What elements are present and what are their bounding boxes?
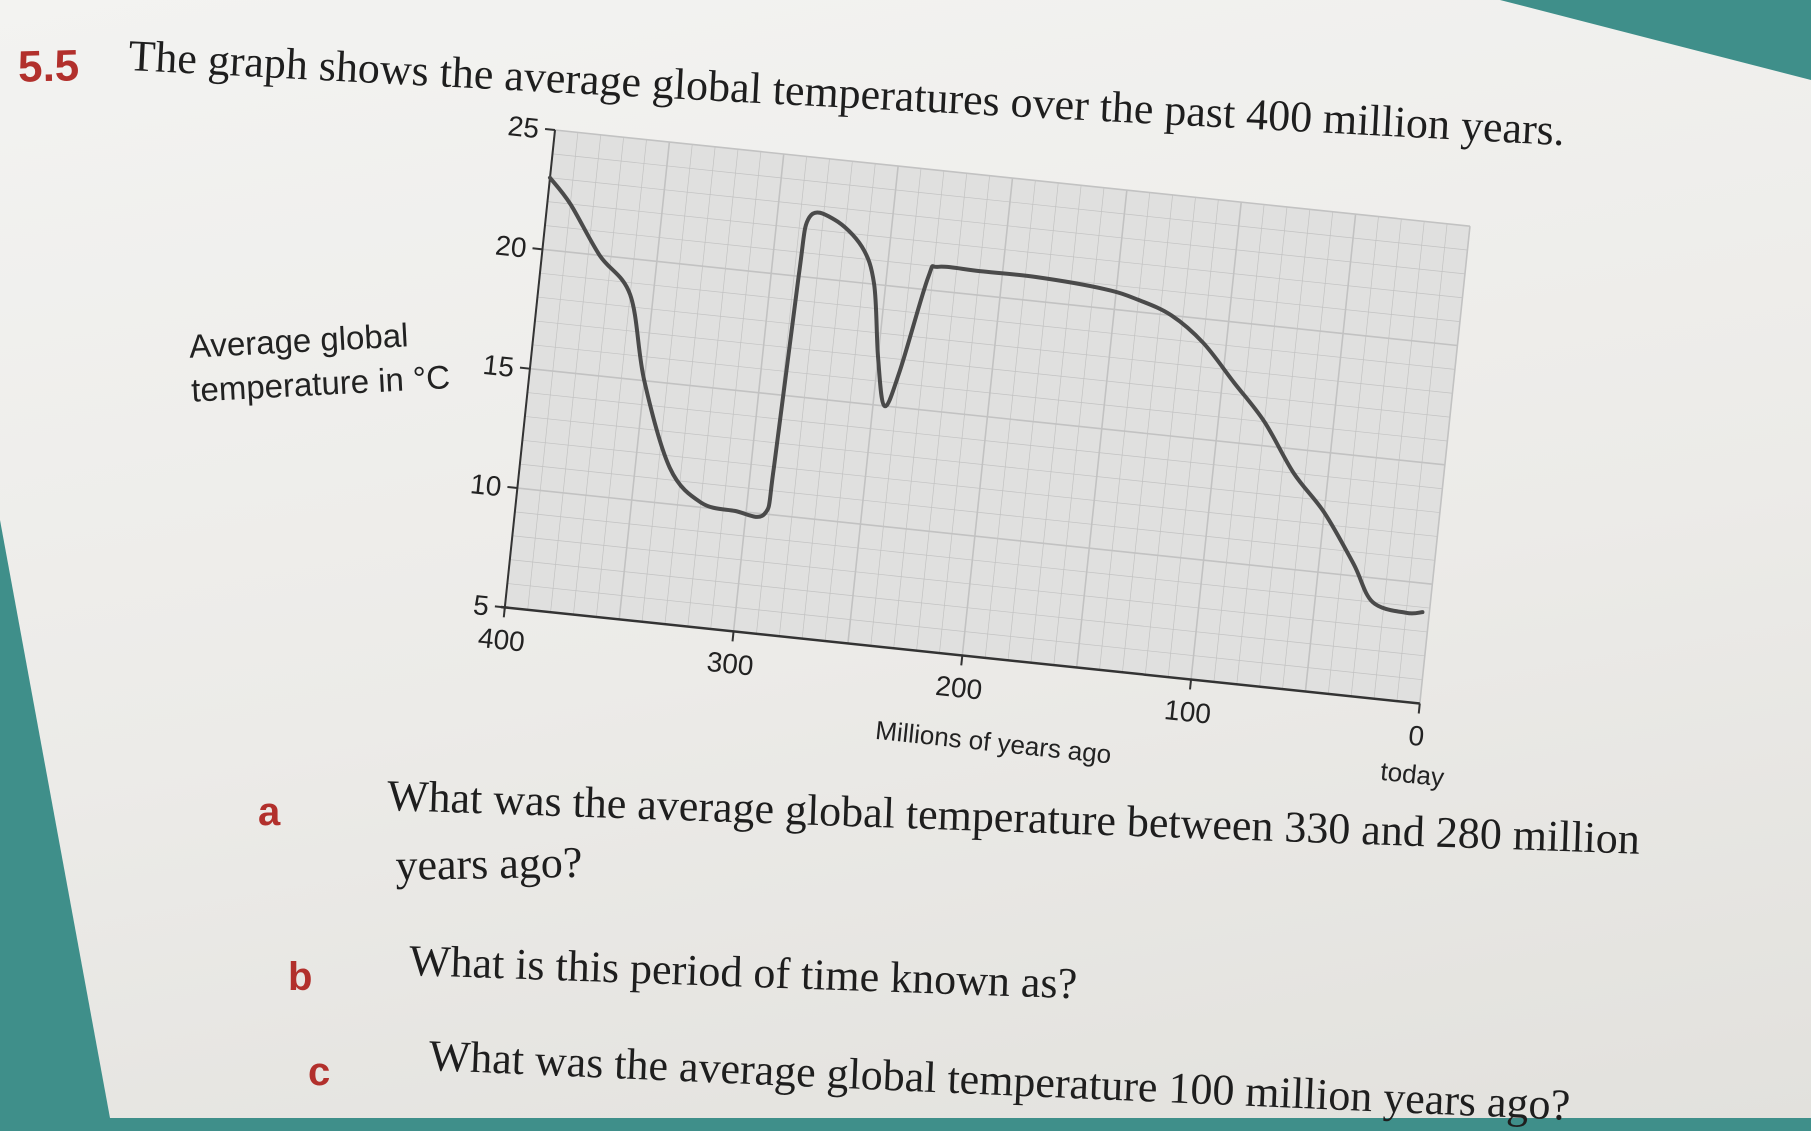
grid-line-horizontal: [522, 439, 1438, 537]
grid-line-horizontal: [507, 583, 1423, 681]
x-axis-title: Millions of years ago: [874, 715, 1113, 770]
grid-line-horizontal: [542, 248, 1458, 347]
x-tick: [731, 631, 735, 642]
x-tick: [1417, 703, 1421, 714]
x-tick-label: 200: [934, 670, 984, 706]
grid-line-horizontal: [532, 344, 1448, 442]
grid-line-horizontal: [539, 272, 1455, 370]
y-tick-label: 10: [469, 468, 503, 502]
grid-line-horizontal: [549, 177, 1465, 275]
axes: [494, 127, 1421, 714]
x-tick-label: 0: [1407, 720, 1426, 752]
grid-line-horizontal: [519, 463, 1435, 561]
x-tick: [960, 655, 964, 666]
y-tick: [494, 605, 505, 609]
part-b-letter: b: [288, 955, 313, 999]
grid-line-horizontal: [529, 367, 1445, 466]
y-tick: [519, 366, 531, 370]
y-tick-label: 15: [481, 349, 515, 383]
grid-line-horizontal: [547, 201, 1463, 299]
x-axis-line: [500, 605, 1420, 705]
grid-line-horizontal: [512, 535, 1428, 633]
grid-line-horizontal: [514, 511, 1430, 609]
grid-line-horizontal: [552, 153, 1468, 251]
y-tick-label: 5: [472, 589, 491, 621]
x-tick: [1189, 679, 1193, 690]
x-tick-label: 300: [705, 646, 755, 682]
grid-line-horizontal: [509, 559, 1425, 657]
grid-line-horizontal: [527, 392, 1443, 490]
x-tick-label: 100: [1163, 694, 1213, 730]
curve: [547, 175, 1425, 616]
y-tick: [507, 485, 518, 490]
x-tick: [502, 607, 506, 618]
grid-line-horizontal: [534, 320, 1450, 418]
grid-line-horizontal: [524, 416, 1440, 513]
grid-line-horizontal: [517, 487, 1433, 585]
part-c-letter: c: [308, 1050, 331, 1094]
part-a-letter: a: [258, 790, 281, 834]
y-tick-label: 20: [494, 229, 528, 263]
y-tick: [532, 247, 543, 251]
part-a-text-line2: years ago?: [395, 837, 583, 890]
y-tick-label: 25: [506, 110, 540, 144]
y-tick: [544, 127, 556, 131]
grid-line-horizontal: [554, 129, 1471, 227]
x-today-label: today: [1379, 756, 1445, 792]
grid-line-horizontal: [537, 296, 1453, 394]
x-tick-label: 400: [477, 622, 527, 658]
y-axis-line: [503, 129, 556, 612]
temperature-curve: [547, 175, 1425, 616]
